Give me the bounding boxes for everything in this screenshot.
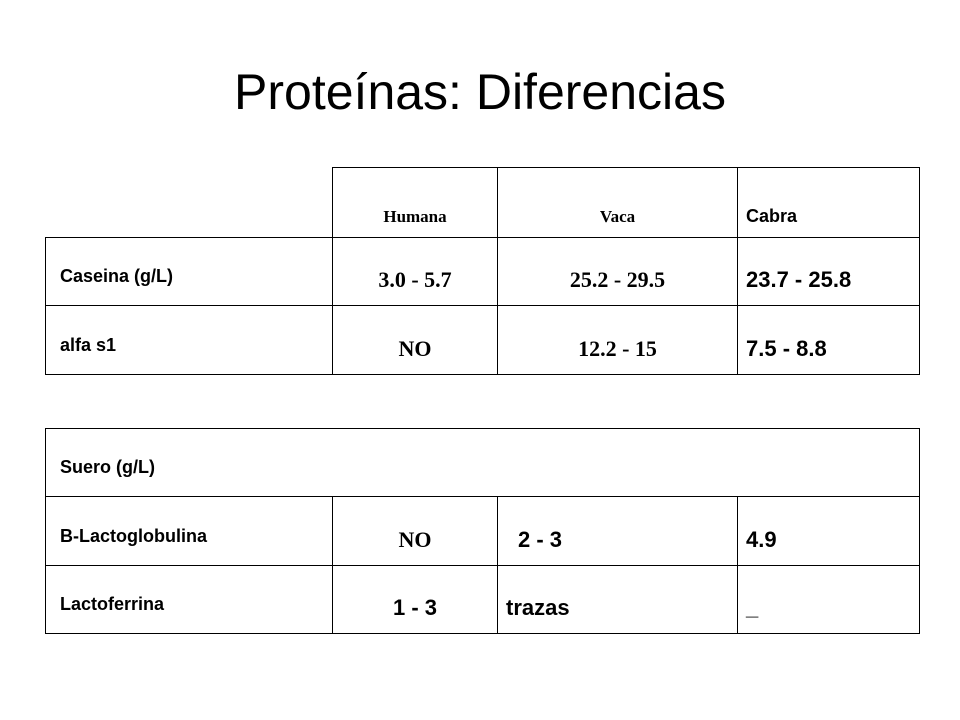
cell-caseina-cabra: 23.7 - 25.8 xyxy=(737,237,920,306)
cell-alfa-cabra: 7.5 - 8.8 xyxy=(737,305,920,375)
table-row: Lactoferrina 1 - 3 trazas _ xyxy=(45,565,920,634)
section-label-suero: Suero (g/L) xyxy=(45,428,920,497)
cell-alfa-vaca: 12.2 - 15 xyxy=(497,305,738,375)
table-row: alfa s1 NO 12.2 - 15 7.5 - 8.8 xyxy=(45,305,920,375)
cell-blg-vaca: 2 - 3 xyxy=(497,496,738,566)
cell-lf-cabra: _ xyxy=(737,565,920,634)
row-label-lactoferrina: Lactoferrina xyxy=(45,565,333,634)
whey-table: Suero (g/L) B-Lactoglobulina NO 2 - 3 4.… xyxy=(45,428,920,634)
header-vaca: Vaca xyxy=(497,167,738,238)
table-row: Caseina (g/L) 3.0 - 5.7 25.2 - 29.5 23.7… xyxy=(45,237,920,306)
casein-table: Humana Vaca Cabra Caseina (g/L) 3.0 - 5.… xyxy=(45,167,920,375)
cell-blg-humana: NO xyxy=(332,496,498,566)
cell-caseina-humana: 3.0 - 5.7 xyxy=(332,237,498,306)
table-header-row: Humana Vaca Cabra xyxy=(46,167,920,238)
cell-lf-humana: 1 - 3 xyxy=(332,565,498,634)
header-cabra: Cabra xyxy=(737,167,920,238)
page-title: Proteínas: Diferencias xyxy=(234,64,726,120)
row-label-caseina: Caseina (g/L) xyxy=(45,237,333,306)
row-label-alfa-s1: alfa s1 xyxy=(45,305,333,375)
section-header-row: Suero (g/L) xyxy=(45,428,920,497)
cell-lf-vaca: trazas xyxy=(497,565,738,634)
table-row: B-Lactoglobulina NO 2 - 3 4.9 xyxy=(45,496,920,566)
header-corner xyxy=(46,168,333,238)
cell-blg-cabra: 4.9 xyxy=(737,496,920,566)
cell-caseina-vaca: 25.2 - 29.5 xyxy=(497,237,738,306)
row-label-b-lactoglobulina: B-Lactoglobulina xyxy=(45,496,333,566)
header-humana: Humana xyxy=(332,167,498,238)
cell-alfa-humana: NO xyxy=(332,305,498,375)
